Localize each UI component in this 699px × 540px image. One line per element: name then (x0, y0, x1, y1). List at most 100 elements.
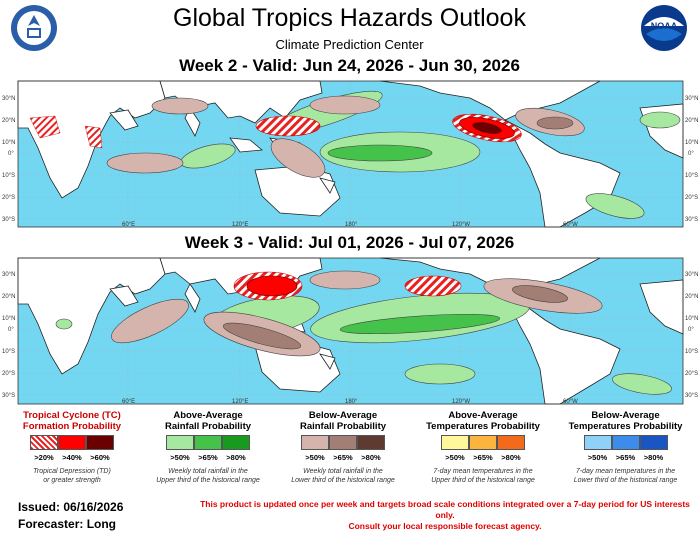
legend-note: Lower third of the historical range (291, 477, 395, 484)
lon-label: 120°W (452, 399, 470, 405)
department-of-commerce-seal-icon (11, 5, 57, 51)
below-rain-65-region (512, 285, 568, 303)
below-rain-50-region (111, 298, 189, 344)
legend-level: >60% (90, 453, 110, 462)
lat-label: 30°S (2, 393, 15, 399)
lon-label: 60°W (563, 399, 578, 405)
above-rain-50-region (55, 318, 73, 330)
lat-label: 20°N (685, 118, 698, 124)
legend-above-temp: Above-Average Temperatures Probability >… (418, 410, 548, 485)
legend-title: Above-Average (448, 410, 518, 421)
legend-note: 7-day mean temperatures in the (575, 468, 676, 475)
lat-label: 0° (8, 151, 14, 157)
lat-label: 10°S (2, 349, 15, 355)
legend-level: >20% (34, 453, 54, 462)
above-rain-50-region (639, 111, 681, 129)
lon-label: 120°E (232, 399, 248, 405)
tc-20-region (404, 275, 462, 297)
week2-axis-labels: 30°N 20°N 10°N 0° 10°S 20°S 30°S 30°N 20… (2, 96, 698, 228)
legend-level: >65% (198, 453, 218, 462)
lat-label: 20°S (685, 195, 698, 201)
week2-heading: Week 2 - Valid: Jun 24, 2026 - Jun 30, 2… (179, 56, 520, 75)
lat-label: 10°S (685, 173, 698, 179)
above-rain-50-region (585, 193, 645, 219)
legend-title: Above-Average (173, 410, 243, 421)
week3-heading: Week 3 - Valid: Jul 01, 2026 - Jul 07, 2… (184, 233, 515, 252)
legend-note: Tropical Depression (TD) (33, 468, 111, 475)
below-rain-65-region (536, 116, 574, 130)
week3-map: 30°N 20°N 10°N 0° 10°S 20°S 30°S 30°N 20… (0, 256, 699, 406)
lon-label: 180° (345, 399, 358, 405)
lat-label: 10°S (685, 349, 698, 355)
legend-note: 7-day mean temperatures in the (433, 468, 533, 475)
legend-level: >80% (643, 453, 664, 462)
disclaimer: This product is updated once per week an… (200, 499, 690, 532)
tc-60-region (472, 122, 502, 134)
below-rain-50-region (270, 138, 326, 178)
lat-label: 10°N (685, 316, 698, 322)
above-rain-65-region (339, 313, 501, 335)
disclaimer-line: This product is updated once per week an… (200, 499, 690, 520)
noaa-logo-text: NOAA (651, 21, 678, 31)
legend-above-rain: Above-Average Rainfall Probability >50% … (148, 410, 268, 485)
legend-title: Below-Average (308, 410, 378, 421)
lon-label: 60°E (122, 222, 135, 228)
forecaster-name: Forecaster: Long (18, 517, 117, 531)
below-temp-65-swatch (611, 435, 640, 450)
legend-level: >65% (473, 453, 493, 462)
legend-note: Lower third of the historical range (573, 477, 678, 484)
legend-title: Tropical Cyclone (TC) (23, 410, 121, 421)
lat-label: 30°N (2, 96, 15, 102)
week3-axis-labels: 30°N 20°N 10°N 0° 10°S 20°S 30°S 30°N 20… (2, 272, 698, 405)
lat-label: 10°N (2, 316, 15, 322)
lat-label: 10°N (2, 140, 15, 146)
lat-label: 20°S (685, 371, 698, 377)
legend-note: Weekly total rainfall in the (168, 468, 248, 475)
legend-below-temp: Below-Average Temperatures Probability >… (558, 410, 693, 485)
legend-title: Formation Probability (22, 421, 122, 432)
week3-hazards (55, 270, 672, 395)
legend-below-rain: Below-Average Rainfall Probability >50% … (283, 410, 403, 485)
above-rain-50-swatch (166, 435, 194, 450)
page-title: Global Tropics Hazards Outlook (173, 4, 526, 32)
legend-title: Below-Average (591, 410, 660, 421)
legend-level: >65% (333, 453, 353, 462)
below-rain-50-swatch (301, 435, 329, 450)
noaa-logo-icon: NOAA (641, 5, 687, 51)
tc-40-region (246, 275, 298, 297)
lat-label: 0° (688, 327, 694, 333)
below-rain-50-region (151, 97, 209, 115)
below-temp-50-swatch (583, 435, 612, 450)
above-rain-80-swatch (222, 435, 250, 450)
legend-tc: Tropical Cyclone (TC) Formation Probabil… (8, 410, 136, 485)
tc-20-region (255, 115, 321, 137)
legend-level: >50% (170, 453, 190, 462)
land (17, 257, 684, 405)
lat-label: 20°N (2, 294, 15, 300)
above-temp-50-swatch (441, 435, 469, 450)
legend-note: or greater strength (43, 477, 101, 484)
above-temp-80-swatch (497, 435, 525, 450)
lat-label: 30°N (685, 272, 698, 278)
page-subtitle: Climate Prediction Center (275, 37, 424, 52)
lat-label: 20°S (2, 371, 15, 377)
legend-level: >40% (62, 453, 82, 462)
tc-20-swatch (30, 435, 58, 450)
legend-note: Weekly total rainfall in the (303, 468, 383, 475)
above-rain-65-swatch (194, 435, 222, 450)
lon-label: 120°E (232, 222, 248, 228)
week2-map: 30°N 20°N 10°N 0° 10°S 20°S 30°S 30°N 20… (0, 78, 699, 230)
legend-note: Upper third of the historical range (431, 477, 535, 484)
lat-label: 30°N (685, 96, 698, 102)
legend-level: >50% (305, 453, 325, 462)
above-rain-65-region (327, 144, 433, 162)
lat-label: 10°S (2, 173, 15, 179)
below-rain-80-swatch (357, 435, 385, 450)
lon-label: 60°W (563, 222, 578, 228)
lat-label: 20°S (2, 195, 15, 201)
lat-label: 10°N (685, 140, 698, 146)
legend-title: Rainfall Probability (164, 421, 252, 432)
lat-label: 30°S (685, 217, 698, 223)
legend-level: >80% (361, 453, 381, 462)
lat-label: 30°S (2, 217, 15, 223)
